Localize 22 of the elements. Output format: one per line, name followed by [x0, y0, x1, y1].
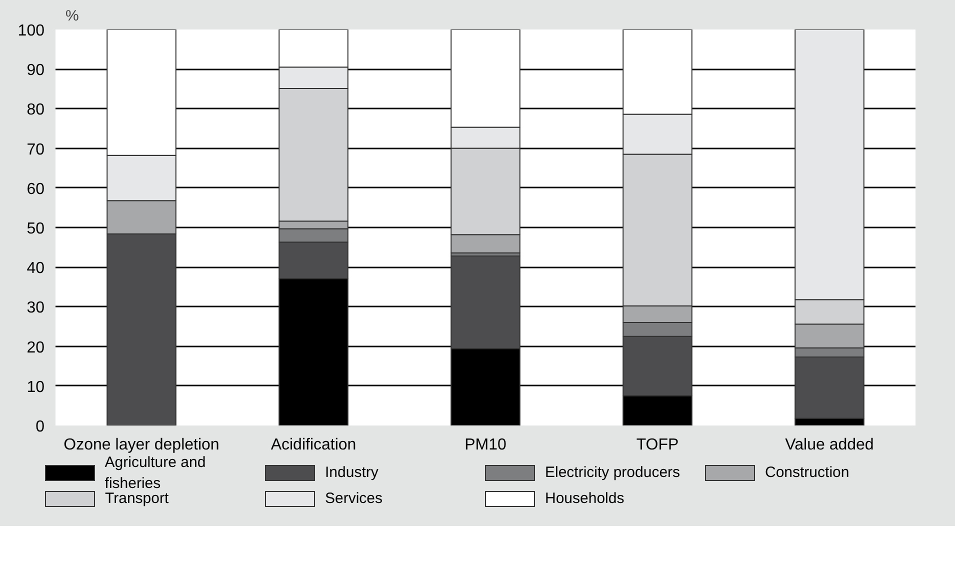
x-tick-label: Acidification	[270, 436, 356, 454]
y-tick-label: 10	[26, 378, 45, 396]
y-tick-label: 40	[26, 260, 45, 278]
y-tick-label: 70	[26, 141, 45, 158]
x-tick-label: Ozone layer depletion	[64, 436, 220, 454]
y-tick-label: 90	[26, 62, 45, 80]
y-tick-label: 30	[26, 300, 45, 317]
y-tick-label: 100	[18, 22, 45, 40]
x-tick-label: TOFP	[636, 436, 679, 454]
y-tick-label: 50	[26, 220, 45, 238]
legend-label: Households	[545, 489, 624, 510]
x-tick-label: Value added	[785, 436, 874, 454]
y-tick-label: 20	[26, 339, 45, 356]
y-tick-label: 60	[26, 180, 45, 198]
y-tick-label: 80	[26, 102, 45, 119]
legend-label: Electricity producers	[545, 463, 680, 484]
y-axis-title: %	[66, 8, 79, 24]
x-tick-label: PM10	[464, 436, 506, 454]
y-tick-label: 0	[36, 418, 45, 436]
legend-label: Services	[325, 489, 383, 510]
legend-label: Construction	[765, 463, 850, 484]
legend-label: Industry	[325, 463, 378, 484]
